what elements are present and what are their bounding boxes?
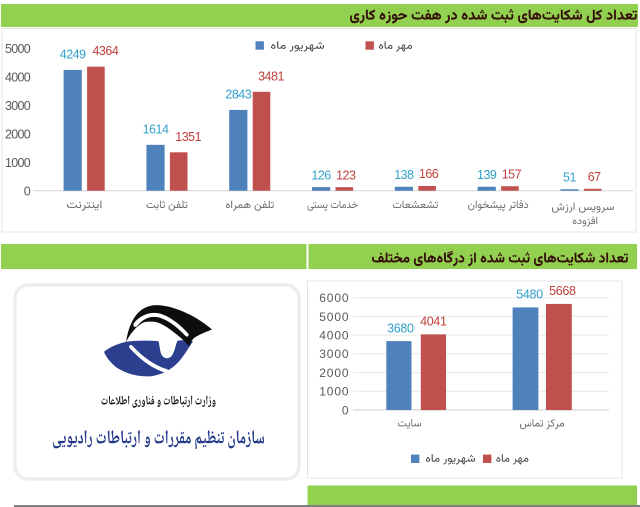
svg-text:2000: 2000 [319, 366, 349, 380]
svg-text:4000: 4000 [319, 329, 349, 343]
svg-text:123: 123 [336, 168, 356, 182]
svg-text:3481: 3481 [258, 69, 284, 83]
svg-text:3000: 3000 [5, 99, 31, 113]
svg-text:0: 0 [24, 184, 31, 198]
svg-text:139: 139 [477, 168, 497, 182]
svg-text:5668: 5668 [549, 284, 576, 298]
svg-text:138: 138 [394, 168, 414, 182]
svg-text:67: 67 [588, 170, 601, 184]
svg-text:4000: 4000 [5, 71, 31, 85]
svg-text:1000: 1000 [5, 156, 31, 170]
svg-text:2843: 2843 [225, 87, 251, 101]
svg-text:4364: 4364 [92, 44, 118, 58]
svg-text:5000: 5000 [319, 310, 349, 324]
svg-text:4249: 4249 [60, 48, 86, 62]
svg-text:157: 157 [502, 167, 522, 181]
svg-text:3000: 3000 [319, 347, 349, 361]
svg-text:6000: 6000 [319, 291, 349, 305]
svg-text:2000: 2000 [5, 128, 31, 142]
svg-text:1351: 1351 [175, 130, 201, 144]
svg-text:126: 126 [311, 168, 331, 182]
svg-text:5480: 5480 [516, 288, 543, 302]
svg-text:1000: 1000 [319, 385, 349, 399]
svg-text:51: 51 [563, 171, 576, 185]
svg-text:1614: 1614 [143, 122, 169, 136]
svg-text:5000: 5000 [5, 42, 31, 56]
svg-text:4041: 4041 [420, 315, 447, 329]
svg-text:3680: 3680 [387, 321, 414, 335]
svg-text:166: 166 [419, 167, 439, 181]
svg-text:0: 0 [342, 403, 350, 417]
